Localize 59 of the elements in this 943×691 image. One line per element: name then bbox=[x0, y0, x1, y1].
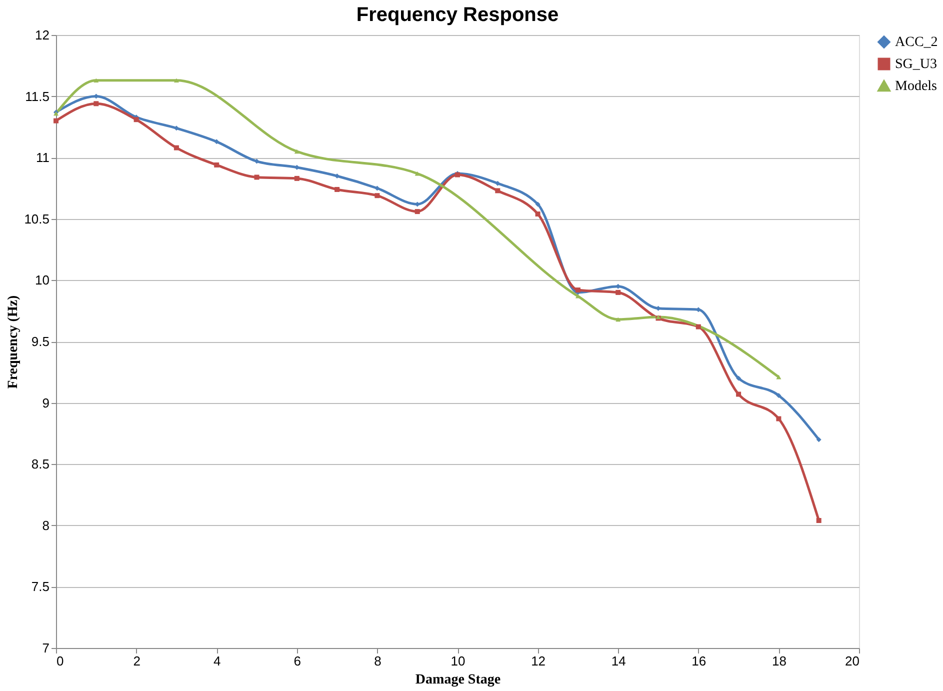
point bbox=[294, 149, 300, 154]
x-tick-label: 0 bbox=[56, 654, 64, 668]
y-tick-label: 7 bbox=[42, 640, 50, 656]
x-tick-label: 2 bbox=[133, 654, 140, 668]
y-tick-label: 12 bbox=[35, 28, 50, 42]
point bbox=[535, 211, 540, 216]
y-tick-label: 8 bbox=[42, 518, 50, 533]
point bbox=[254, 158, 260, 164]
point bbox=[134, 117, 139, 122]
point bbox=[214, 162, 220, 168]
point bbox=[294, 176, 300, 181]
point bbox=[816, 437, 822, 442]
point bbox=[414, 171, 420, 176]
point bbox=[776, 374, 782, 380]
point bbox=[776, 392, 782, 398]
y-tick-label: 11.5 bbox=[25, 88, 50, 104]
point bbox=[495, 188, 500, 194]
point bbox=[495, 180, 500, 186]
x-tick-label: 16 bbox=[692, 654, 706, 668]
point bbox=[616, 290, 621, 295]
y-axis-title: Frequency (Hz) bbox=[6, 294, 22, 389]
point bbox=[776, 416, 782, 422]
legend-label: Models bbox=[895, 79, 937, 94]
x-tick-label: 6 bbox=[294, 654, 302, 668]
point bbox=[254, 174, 260, 180]
point bbox=[616, 317, 621, 322]
point bbox=[736, 376, 742, 381]
point bbox=[535, 202, 540, 207]
point bbox=[414, 209, 420, 214]
point bbox=[736, 392, 742, 397]
point bbox=[94, 101, 99, 106]
point bbox=[696, 324, 701, 330]
y-tick-label: 8.5 bbox=[31, 456, 50, 472]
x-tick-label: 18 bbox=[772, 654, 786, 668]
y-tick-label: 10.5 bbox=[24, 211, 50, 226]
chart-title: Frequency Response bbox=[356, 4, 559, 26]
y-tick-label: 9.5 bbox=[31, 334, 50, 349]
y-tick-label: 11 bbox=[36, 150, 50, 166]
x-axis-title: Damage Stage bbox=[415, 672, 501, 688]
point bbox=[374, 193, 380, 198]
point bbox=[54, 118, 58, 124]
x-tick-label: 14 bbox=[611, 654, 626, 668]
point bbox=[816, 518, 822, 523]
y-tick-label: 9 bbox=[42, 395, 50, 410]
point bbox=[334, 186, 340, 192]
y-tick-label: 10 bbox=[35, 272, 50, 288]
x-tick-label: 20 bbox=[845, 654, 860, 668]
point bbox=[94, 78, 99, 83]
x-tick-label: 12 bbox=[531, 654, 546, 668]
legend-label: ACC_2 bbox=[895, 35, 938, 50]
legend-label: SG_U3 bbox=[895, 57, 938, 72]
x-tick-label: 10 bbox=[450, 654, 466, 668]
y-tick-label: 7.5 bbox=[31, 579, 50, 594]
x-tick-label: 4 bbox=[213, 654, 221, 668]
point bbox=[174, 145, 179, 150]
point bbox=[214, 139, 220, 144]
point bbox=[374, 186, 380, 191]
x-tick-label: 8 bbox=[374, 654, 382, 668]
point bbox=[174, 78, 179, 83]
